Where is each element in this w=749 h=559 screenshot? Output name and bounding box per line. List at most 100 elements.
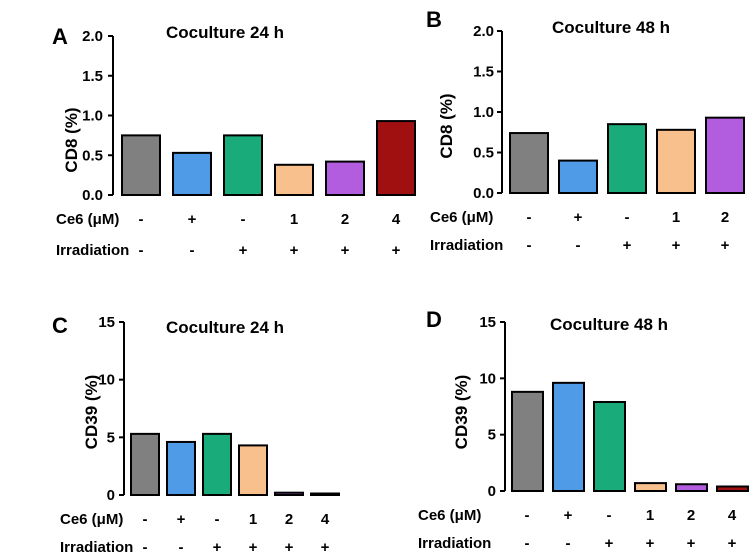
condition-value: - (527, 209, 532, 226)
bar-6 (310, 492, 340, 496)
condition-value: + (321, 539, 330, 556)
bar-5 (325, 160, 365, 196)
bar-3 (202, 432, 232, 496)
condition-value: + (341, 242, 350, 259)
y-tick-label: 0.0 (82, 187, 103, 204)
y-tick-label: 10 (479, 370, 496, 387)
y-tick-label: 15 (98, 314, 115, 331)
panel-letter: C (52, 313, 68, 338)
condition-value: + (646, 535, 655, 552)
y-tick-label: 0 (107, 487, 115, 504)
ce6-row-label: Ce6 (μM) (430, 209, 493, 226)
bar-2 (558, 159, 598, 195)
condition-value: + (564, 507, 573, 524)
y-tick-label: 5 (107, 429, 115, 446)
bar-5 (705, 116, 745, 194)
chart-panel-a: A Coculture 24 h CD8 (%)0.0 0.5 1.0 1.5 2.0 Ce6… (52, 23, 416, 259)
bar-1 (130, 432, 160, 496)
condition-value: - (139, 242, 144, 259)
panel-letter: A (52, 24, 68, 49)
condition-value: 1 (290, 211, 298, 228)
condition-value: + (728, 535, 737, 552)
condition-value: + (285, 539, 294, 556)
condition-value: - (139, 211, 144, 228)
condition-value: 1 (646, 507, 654, 524)
condition-value: 2 (687, 507, 695, 524)
bar-1 (121, 134, 161, 196)
y-tick-label: 0.0 (473, 185, 494, 202)
chart-panel-c: C Coculture 24 h CD39 (%) 0 5 10 15 Ce6 (μM) - + -… (52, 313, 340, 556)
bar-2 (166, 440, 196, 496)
y-axis-label: CD39 (%) (82, 375, 101, 450)
chart-title: Coculture 48 h (550, 315, 668, 334)
condition-value: 4 (392, 211, 401, 228)
condition-value: - (625, 209, 630, 226)
condition-value: - (179, 539, 184, 556)
y-tick-label: 10 (98, 372, 115, 389)
y-axis-label: CD8 (%) (62, 107, 81, 172)
ce6-row-label: Ce6 (μM) (60, 511, 123, 528)
bar-4 (656, 128, 696, 195)
condition-value: + (177, 511, 186, 528)
condition-value: - (525, 535, 530, 552)
irradiation-row-label: Irradiation (56, 242, 129, 259)
y-tick-label: 1.0 (473, 104, 494, 121)
condition-value: + (721, 237, 730, 254)
bar-6 (716, 485, 749, 493)
bar-4 (634, 482, 667, 493)
irradiation-row-label: Irradiation (60, 539, 133, 556)
condition-value: 4 (321, 511, 330, 528)
bar-1 (511, 390, 544, 492)
condition-value: + (672, 237, 681, 254)
chart-title: Coculture 24 h (166, 23, 284, 42)
condition-value: + (239, 242, 248, 259)
condition-value: 2 (285, 511, 293, 528)
condition-value: - (190, 242, 195, 259)
condition-value: - (566, 535, 571, 552)
y-tick-label: 0 (488, 483, 496, 500)
bar-5 (274, 491, 304, 496)
y-tick-label: 1.5 (473, 64, 494, 81)
condition-value: + (605, 535, 614, 552)
chart-panel-d: D Coculture 48 h CD39 (%) 0 5 10 15 Ce6 (μM) - + -… (418, 307, 749, 552)
condition-value: 4 (728, 507, 737, 524)
y-tick-label: 0.5 (82, 147, 103, 164)
bar-6 (376, 120, 416, 196)
condition-value: - (241, 211, 246, 228)
bar-3 (607, 123, 647, 194)
condition-value: - (215, 511, 220, 528)
condition-value: + (290, 242, 299, 259)
y-tick-label: 5 (488, 427, 496, 444)
condition-value: + (392, 242, 401, 259)
condition-value: + (213, 539, 222, 556)
condition-value: - (525, 507, 530, 524)
condition-value: 1 (672, 209, 680, 226)
condition-value: + (687, 535, 696, 552)
condition-value: + (574, 209, 583, 226)
bar-3 (223, 134, 263, 196)
panel-letter: B (426, 7, 442, 32)
y-tick-label: 2.0 (473, 23, 494, 40)
condition-value: 2 (341, 211, 349, 228)
y-axis-label: CD8 (%) (437, 93, 456, 158)
irradiation-row-label: Irradiation (418, 535, 491, 552)
y-tick-label: 15 (479, 314, 496, 331)
condition-value: 2 (721, 209, 729, 226)
y-tick-label: 0.5 (473, 145, 494, 162)
chart-title: Coculture 48 h (552, 18, 670, 37)
chart-title: Coculture 24 h (166, 318, 284, 337)
bar-1 (509, 132, 549, 194)
condition-value: - (143, 511, 148, 528)
y-tick-label: 1.5 (82, 68, 103, 85)
condition-value: + (249, 539, 258, 556)
condition-value: + (623, 237, 632, 254)
condition-value: 1 (249, 511, 257, 528)
bar-2 (552, 381, 585, 492)
irradiation-row-label: Irradiation (430, 237, 503, 254)
ce6-row-label: Ce6 (μM) (418, 507, 481, 524)
condition-value: - (143, 539, 148, 556)
condition-value: + (188, 211, 197, 228)
y-axis-label: CD39 (%) (452, 375, 471, 450)
condition-value: - (527, 237, 532, 254)
